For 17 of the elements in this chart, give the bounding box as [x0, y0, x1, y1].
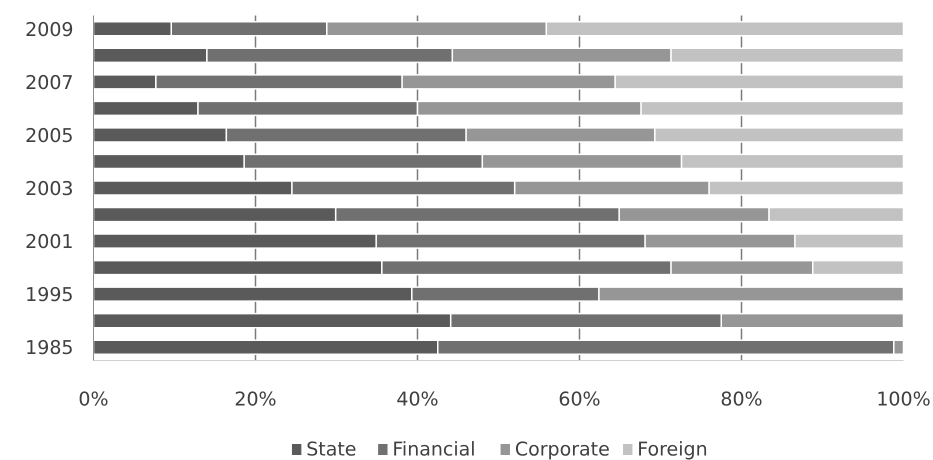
- y-tick-label: 2007: [25, 72, 74, 94]
- y-tick-label: 1995: [25, 284, 74, 306]
- legend-label: State: [306, 438, 356, 460]
- y-tick-label: 2001: [25, 231, 74, 254]
- y-tick-label: 1985: [25, 337, 74, 360]
- x-tick-label: 100%: [876, 388, 931, 410]
- legend-label: Foreign: [637, 438, 708, 460]
- y-tick-label: 2009: [25, 18, 74, 41]
- x-tick-label: 40%: [396, 388, 439, 410]
- x-tick-label: 60%: [558, 388, 601, 410]
- legend-label: Corporate: [514, 438, 610, 460]
- x-tick-label: 80%: [720, 388, 763, 410]
- y-tick-label: 2003: [25, 178, 74, 200]
- y-tick-label: 2005: [25, 124, 74, 147]
- x-tick-label: 20%: [234, 388, 277, 410]
- legend-label: Financial: [392, 438, 476, 460]
- x-tick-label: 0%: [78, 388, 109, 410]
